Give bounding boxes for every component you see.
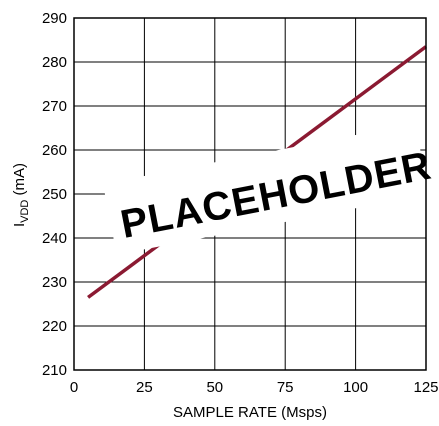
y-tick-label: 290	[42, 10, 67, 27]
y-tick-label: 230	[42, 274, 67, 291]
y-axis-title-sub: VDD	[19, 200, 31, 223]
x-axis-title: SAMPLE RATE (Msps)	[173, 404, 327, 421]
y-tick-label: 280	[42, 54, 67, 71]
x-tick-label: 25	[136, 379, 153, 396]
x-tick-label: 125	[413, 379, 438, 396]
placeholder-stamp: PLACEHOLDER	[102, 123, 435, 255]
y-tick-label: 260	[42, 142, 67, 159]
plot-border	[73, 17, 427, 371]
x-tick-label: 0	[70, 379, 78, 396]
y-axis-title-main: I	[11, 223, 28, 227]
y-axis-title: IVDD (mA)	[11, 163, 31, 227]
stamp-background	[102, 123, 429, 255]
x-tick-label: 100	[343, 379, 368, 396]
y-tick-labels: 210 220 230 240 250 260 270 280 290	[42, 10, 67, 379]
y-tick-label: 220	[42, 318, 67, 335]
y-axis-title-unit: (mA)	[11, 163, 28, 200]
y-tick-label: 210	[42, 362, 67, 379]
y-tick-label: 250	[42, 186, 67, 203]
x-tick-label: 50	[206, 379, 223, 396]
y-tick-label: 240	[42, 230, 67, 247]
x-tick-label: 75	[277, 379, 294, 396]
y-tick-label: 270	[42, 98, 67, 115]
plot-frame	[73, 17, 427, 371]
x-tick-labels: 0 25 50 75 100 125	[70, 379, 439, 396]
